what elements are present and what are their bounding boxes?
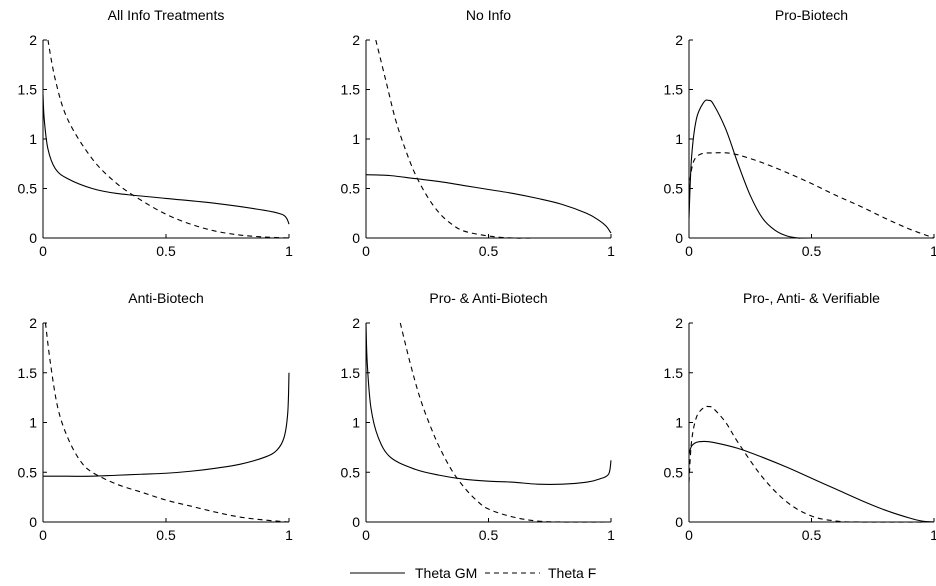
y-tick-label: 1.5 [18, 365, 38, 381]
subplot-title: Pro-, Anti- & Verifiable [743, 290, 880, 306]
legend-label-theta-gm: Theta GM [415, 565, 477, 581]
y-tick-label: 1.5 [341, 365, 361, 381]
y-tick-label: 2 [675, 315, 683, 331]
subplot-2: No Info 0 0.5 1 1.5 2 0 0.5 1 [341, 7, 616, 259]
y-tick-label: 0 [675, 514, 683, 530]
x-tick-label: 0.5 [802, 527, 822, 543]
subplot-title: All Info Treatments [108, 7, 225, 23]
y-tick-label: 1 [675, 131, 683, 147]
subplot-title: Pro-Biotech [775, 7, 848, 23]
subplot-6: Pro-, Anti- & Verifiable 0 0.5 1 1.5 2 0 0.5 1 [664, 290, 936, 543]
y-tick-label: 0.5 [341, 181, 361, 197]
x-tick-label: 0.5 [479, 527, 499, 543]
y-tick-label: 1.5 [664, 82, 684, 98]
series-theta-f-line [44, 322, 290, 523]
x-tick-label: 0.5 [479, 243, 499, 259]
series-theta-gm-line [43, 372, 290, 477]
y-tick-label: 2 [29, 32, 37, 48]
y-tick-label: 0.5 [18, 181, 38, 197]
x-tick-label: 0.5 [802, 243, 822, 259]
subplot-4: Anti-Biotech 0 0.5 1 1.5 2 0 0.5 1 [18, 290, 294, 543]
series-theta-gm-line [42, 94, 290, 225]
subplot-5: Pro- & Anti-Biotech 0 0.5 1 1.5 2 0 0.5 1 [341, 290, 616, 543]
x-tick-label: 1 [930, 527, 936, 543]
y-tick-label: 1 [29, 415, 37, 431]
y-tick-label: 0 [29, 514, 37, 530]
y-tick-label: 0.5 [664, 464, 684, 480]
y-tick-label: 2 [352, 315, 360, 331]
x-tick-label: 0 [362, 527, 370, 543]
subplot-title: No Info [466, 7, 511, 23]
series-theta-gm-line [365, 174, 612, 234]
series-theta-f-line [688, 152, 935, 239]
series-theta-f-line [47, 39, 290, 239]
y-tick-label: 1 [29, 131, 37, 147]
x-tick-label: 0 [685, 527, 693, 543]
series-theta-f-line [375, 39, 611, 239]
y-tick-label: 2 [352, 32, 360, 48]
y-tick-label: 1 [352, 415, 360, 431]
y-tick-label: 1 [675, 415, 683, 431]
series-theta-gm-line [365, 322, 612, 485]
y-tick-label: 1.5 [341, 82, 361, 98]
series-theta-f-line [399, 322, 612, 523]
x-tick-label: 0 [685, 243, 693, 259]
series-theta-gm-line [688, 99, 934, 239]
subplot-3: Pro-Biotech 0 0.5 1 1.5 2 0 0.5 1 [664, 7, 936, 259]
x-tick-label: 0.5 [156, 527, 176, 543]
legend-label-theta-f: Theta F [548, 565, 596, 581]
y-tick-label: 0.5 [341, 464, 361, 480]
x-tick-label: 1 [285, 243, 293, 259]
y-tick-label: 0.5 [664, 181, 684, 197]
x-tick-label: 0 [39, 527, 47, 543]
legend: Theta GM Theta F [350, 565, 596, 581]
x-tick-label: 0 [39, 243, 47, 259]
y-tick-label: 0 [29, 230, 37, 246]
y-tick-label: 0 [352, 514, 360, 530]
x-tick-label: 0 [362, 243, 370, 259]
x-tick-label: 1 [285, 527, 293, 543]
y-tick-label: 0.5 [18, 464, 38, 480]
y-tick-label: 2 [675, 32, 683, 48]
y-tick-label: 1.5 [664, 365, 684, 381]
subplot-1: All Info Treatments 0 0.5 1 1.5 2 0 0.5 1 [18, 7, 294, 259]
y-tick-label: 1.5 [18, 82, 38, 98]
subplot-title: Pro- & Anti-Biotech [429, 290, 547, 306]
subplot-title: Anti-Biotech [128, 290, 203, 306]
x-tick-label: 0.5 [156, 243, 176, 259]
y-tick-label: 0 [675, 230, 683, 246]
x-tick-label: 1 [607, 243, 615, 259]
x-tick-label: 1 [930, 243, 936, 259]
y-tick-label: 1 [352, 131, 360, 147]
y-tick-label: 2 [29, 315, 37, 331]
x-tick-label: 1 [607, 527, 615, 543]
series-theta-f-line [688, 405, 935, 523]
y-tick-label: 0 [352, 230, 360, 246]
series-theta-gm-line [688, 440, 935, 523]
